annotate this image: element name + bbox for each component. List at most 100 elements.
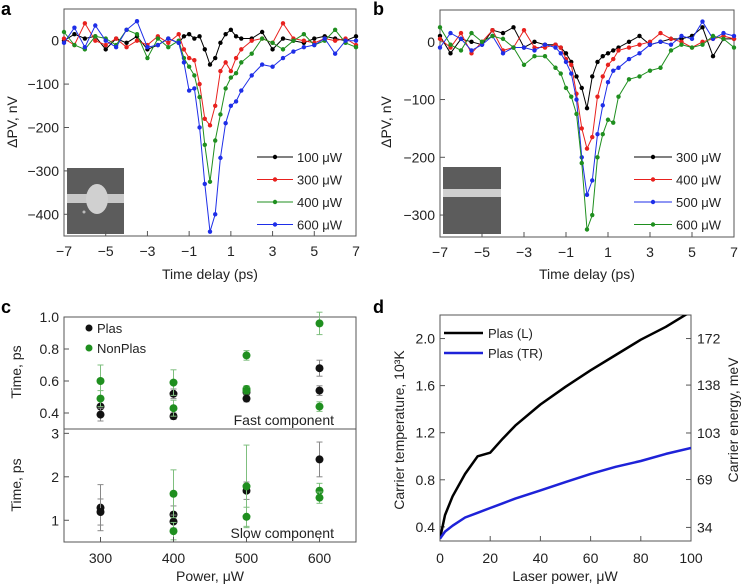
- panel-b-series-400w-point: [590, 134, 595, 140]
- panel-a-series-600w-point: [218, 155, 223, 161]
- panel-d-x-tick-label: 20: [482, 550, 498, 566]
- panel-c-chart: Power, μW Time, ps Time, ps Fast compone…: [8, 309, 357, 584]
- panel-a-series-400w-point: [301, 31, 307, 37]
- fast-component-annotation: Fast component: [234, 412, 334, 428]
- panel-a-series-100w-point: [192, 36, 197, 41]
- panel-a-series-100w-point: [259, 29, 265, 35]
- panel-a-series-400w-point: [353, 44, 359, 50]
- panel-a-series-300w-point: [249, 38, 254, 43]
- panel-a-series-400w-point: [213, 138, 218, 143]
- panel-a-series-300w-point: [218, 68, 223, 74]
- panel-b-series-600w-point: [668, 48, 674, 53]
- panel-b-series-500w-point: [668, 42, 674, 47]
- panel-a-series-300w-point: [207, 123, 213, 128]
- panel-b-series-500w-point: [626, 56, 632, 62]
- panel-a-series-400w-point: [270, 40, 275, 46]
- panel-b-series-600w-point: [626, 77, 632, 82]
- panel-a-series-300w-point: [186, 55, 192, 61]
- panel-b-series-500w-point: [500, 51, 506, 56]
- panel-b-series-600w-point: [611, 120, 616, 125]
- panel-c-bottom-nonplas-point: [169, 489, 178, 498]
- panel-b-series-500w-point: [658, 39, 663, 44]
- panel-b-series-500w-point: [469, 48, 474, 53]
- panel-a-series-600w-point: [61, 40, 67, 46]
- panel-a-x-tick-label: 7: [352, 243, 360, 259]
- panel-b-series-500w-point: [595, 131, 600, 137]
- panel-a-series-300w-point: [113, 36, 119, 41]
- panel-a-series-100w-point: [223, 31, 228, 37]
- panel-a-series-300w-point: [134, 38, 140, 43]
- panel-b-inset-image: [443, 167, 501, 234]
- panel-b-series-300w-point: [579, 85, 584, 91]
- panel-b-x-tick-label: −5: [474, 244, 490, 260]
- panel-b-series-500w-point: [542, 42, 548, 47]
- panel-a-series-400w-point: [332, 27, 338, 33]
- panel-d-y-tick-label: 0.4: [416, 519, 436, 535]
- panel-a-x-tick-label: −7: [56, 243, 72, 259]
- panel-a-series-600w-point: [280, 55, 286, 61]
- panel-label-b: b: [373, 0, 384, 19]
- panel-b-chart: Time delay (ps) ΔPV, nV −7 −5 −3 −1 1 3 5 7 0 −10…: [378, 9, 738, 282]
- panel-a-series-100w-point: [228, 27, 234, 33]
- panel-c-top-y-tick-label: 0.8: [40, 341, 60, 357]
- panel-a-series-300w-point: [213, 103, 218, 108]
- panel-c-top-nonplas-point: [242, 386, 251, 395]
- panel-b-y-axis-label: ΔPV, nV: [378, 96, 394, 148]
- panel-b-series-500w-point: [521, 45, 527, 50]
- panel-d-right-y-tick-label: 172: [697, 331, 721, 347]
- panel-c-x-axis-label: Power, μW: [176, 568, 245, 584]
- panel-a-legend-label: 400 μW: [297, 195, 343, 210]
- panel-b-series-600w-point: [721, 36, 726, 42]
- panel-a-series-400w-point: [145, 55, 150, 61]
- panel-a-series-300w-point: [202, 116, 207, 122]
- panel-c-bottom-y-tick-label: 2: [51, 469, 59, 485]
- panel-a-legend-marker: [272, 177, 278, 182]
- panel-b-series-500w-point: [448, 30, 453, 36]
- panel-a-y-tick-label: −400: [27, 206, 59, 222]
- panel-b-series-500w-point: [569, 71, 574, 76]
- panel-d-right-y-tick-label: 34: [697, 519, 713, 535]
- panel-b-series-300w-point: [563, 51, 569, 56]
- panel-a-series-400w-point: [192, 73, 197, 78]
- slow-component-annotation: Slow component: [230, 525, 334, 541]
- panel-b-series-500w-point: [563, 59, 569, 65]
- panel-d-series-plastr-line: [440, 446, 691, 540]
- panel-d-y-tick-label: 1.6: [416, 378, 436, 394]
- legend-label-plas-l: Plas (L): [488, 326, 533, 341]
- panel-a-series-600w-point: [93, 23, 98, 28]
- legend-marker-nonplas: [85, 344, 93, 352]
- panel-a-series-400w-point: [223, 86, 228, 91]
- panel-b-x-tick-label: 7: [730, 244, 738, 260]
- panel-b-series-500w-point: [574, 97, 579, 102]
- panel-b-x-tick-label: 3: [646, 244, 654, 260]
- panel-d-plot-frame: [439, 314, 692, 542]
- panel-a-series-600w-point: [124, 27, 129, 33]
- panel-a-series-100w-point: [233, 34, 239, 39]
- panel-d-x-tick-label: 100: [679, 550, 703, 566]
- panel-a-series-600w-point: [223, 120, 228, 126]
- panel-b-series-400w-point: [595, 94, 600, 99]
- panel-b-y-tick-label: 0: [427, 34, 435, 50]
- panel-a-series-300w-point: [301, 38, 307, 43]
- panel-b-series-500w-point: [553, 45, 558, 50]
- panel-a-series-400w-point: [207, 179, 213, 184]
- panel-label-c: c: [1, 297, 11, 317]
- panel-b-series-400w-point: [490, 28, 495, 33]
- panel-a-series-600w-point: [113, 44, 119, 50]
- panel-c-bottom-nonplas-point: [169, 527, 178, 536]
- panel-a-x-tick-label: 1: [227, 243, 235, 259]
- panel-a-series-600w-point: [192, 86, 197, 91]
- panel-a-x-axis-label: Time delay (ps): [162, 266, 258, 282]
- panel-a-series-100w-point: [280, 36, 286, 41]
- panel-c-top-nonplas-point: [242, 351, 251, 360]
- panel-a-series-400w-point: [202, 142, 207, 148]
- panel-a-legend-label: 600 μW: [297, 218, 343, 233]
- panel-d-y-tick-label: 0.8: [416, 472, 436, 488]
- panel-b-series-600w-point: [521, 62, 527, 68]
- panel-a-legend-label: 100 μW: [297, 150, 343, 165]
- panel-d-chart: Laser power, μW Carrier temperature, 10³…: [391, 314, 741, 584]
- panel-a-series-600w-point: [233, 99, 239, 104]
- panel-c-top-plas-point: [242, 394, 251, 403]
- panel-b-series-400w-point: [437, 36, 443, 42]
- panel-a-series-300w-point: [233, 55, 239, 61]
